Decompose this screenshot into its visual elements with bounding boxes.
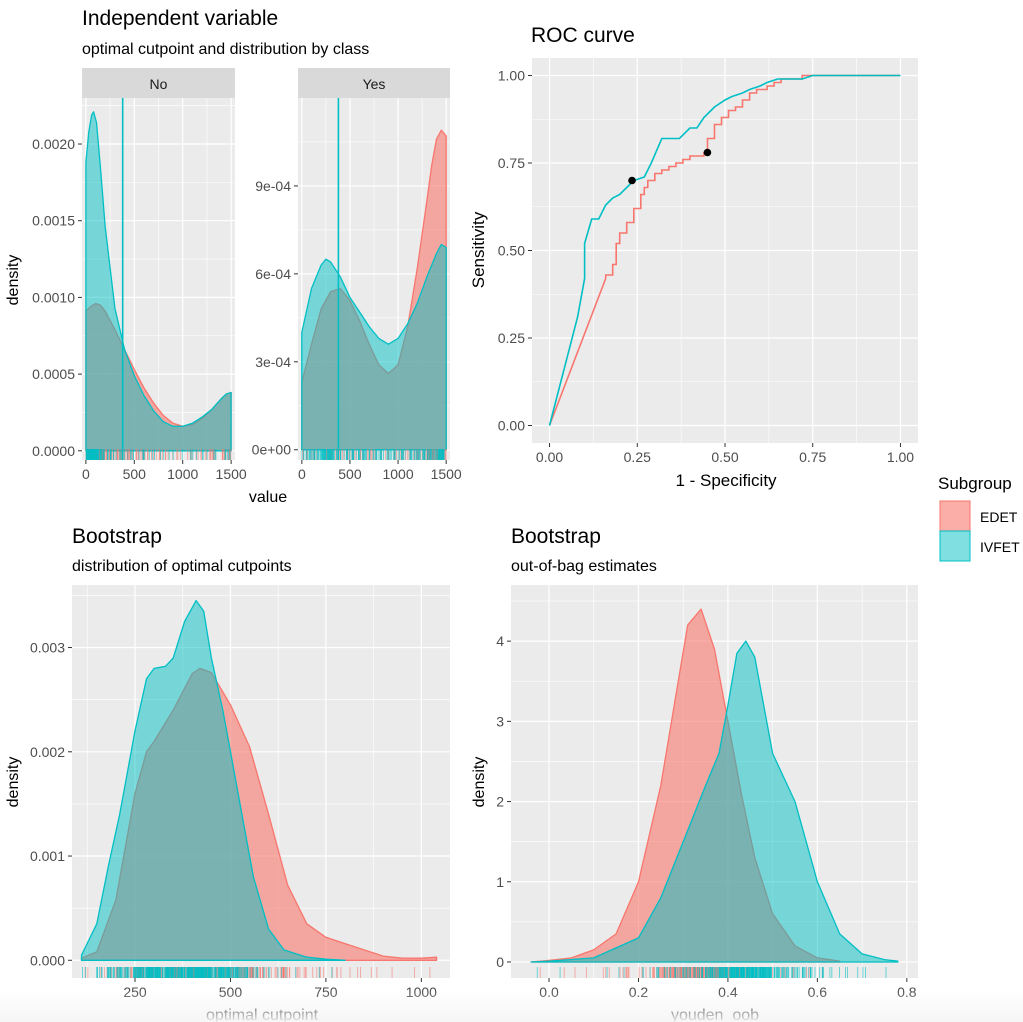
- optimal-cutpoint-point: [628, 176, 636, 185]
- y-tick-label: 3e-04: [255, 354, 291, 370]
- bc-subtitle: distribution of optimal cutpoints: [72, 558, 292, 575]
- bootstrap-oob-plot: 0.0 0.2 0.4 0.6 0.8 0 1 2 3 4: [496, 585, 918, 1000]
- facet-label-yes: Yes: [363, 76, 386, 92]
- y-tick-label: 0e+00: [252, 442, 292, 458]
- x-tick-label: 0.4: [718, 984, 738, 1000]
- x-tick-label: 0.0: [539, 984, 559, 1000]
- bc-xlabel: optimal cutpoint: [206, 1007, 319, 1022]
- y-tick-label: 0.0000: [32, 443, 75, 459]
- iv-xlabel: value: [249, 489, 287, 506]
- x-tick-label: 0.6: [808, 984, 828, 1000]
- facet-label-no: No: [150, 76, 168, 92]
- facet-yes-plot: 0 500 1000 1500 0e+00 3e-04 6e-04 9e-04: [252, 98, 462, 482]
- iv-title: Independent variable: [82, 7, 278, 30]
- legend-key-edet: [939, 500, 971, 532]
- iv-ylabel: density: [5, 255, 22, 306]
- x-tick-label: 500: [123, 466, 147, 482]
- y-tick-label: 6e-04: [255, 266, 291, 282]
- y-tick-label: 0.002: [30, 744, 65, 760]
- x-tick-label: 1.00: [887, 449, 914, 465]
- bc-ylabel: density: [5, 757, 22, 808]
- x-tick-label: 0.8: [897, 984, 917, 1000]
- bootstrap-oob-panel: Bootstrap out-of-bag estimates density y…: [471, 525, 918, 1022]
- y-tick-label: 0.50: [498, 243, 525, 259]
- x-tick-label: 1000: [406, 984, 437, 1000]
- x-tick-label: 0.00: [536, 449, 563, 465]
- bo-title: Bootstrap: [511, 525, 601, 548]
- y-tick-label: 9e-04: [255, 178, 291, 194]
- facet-strip-yes: [298, 68, 450, 98]
- bootstrap-cutpoints-plot: 250 500 750 1000 0.000 0.001 0.002 0.003: [30, 585, 450, 1000]
- bo-subtitle: out-of-bag estimates: [511, 558, 657, 575]
- legend: Subgroup EDET IVFET: [938, 474, 1020, 562]
- roc-line-ivfet: [548, 74, 901, 426]
- bo-ylabel: density: [471, 757, 488, 808]
- roc-line-edet: [548, 74, 901, 426]
- y-tick-label: 0.003: [30, 640, 65, 656]
- x-tick-label: 0.25: [624, 449, 651, 465]
- y-tick-label: 0.001: [30, 848, 65, 864]
- x-tick-label: 0.50: [711, 449, 738, 465]
- optimal-cutpoint-point: [703, 148, 712, 157]
- bo-xlabel: youden_oob: [671, 1007, 759, 1022]
- y-tick-label: 0.0015: [32, 213, 75, 229]
- x-tick-label: 500: [219, 984, 243, 1000]
- x-tick-label: 0.75: [799, 449, 826, 465]
- roc-xlabel: 1 - Specificity: [675, 471, 777, 490]
- y-tick-label: 0.75: [498, 155, 525, 171]
- x-tick-label: 1000: [382, 466, 413, 482]
- y-tick-label: 4: [496, 633, 504, 649]
- y-tick-label: 0: [496, 954, 504, 970]
- x-tick-label: 1000: [167, 466, 198, 482]
- y-tick-label: 0.25: [498, 330, 525, 346]
- x-tick-label: 0: [298, 466, 306, 482]
- roc-ylabel: Sensitivity: [469, 211, 488, 288]
- bootstrap-cutpoints-panel: Bootstrap distribution of optimal cutpoi…: [5, 525, 450, 1022]
- y-tick-label: 3: [496, 713, 504, 729]
- y-tick-label: 0.0020: [32, 136, 75, 152]
- roc-title: ROC curve: [531, 24, 635, 47]
- legend-label-edet: EDET: [980, 509, 1018, 525]
- y-tick-label: 1.00: [498, 68, 525, 84]
- legend-key-ivfet: [939, 530, 971, 562]
- facet-no-plot: 0 500 1000 1500 0.0000 0.0005 0.0010 0.0015 0.00…: [32, 98, 247, 482]
- x-tick-label: 250: [123, 984, 147, 1000]
- density-area-ivfet: [530, 640, 899, 963]
- independent-variable-panel: Independent variable optimal cutpoint an…: [5, 7, 462, 506]
- legend-label-ivfet: IVFET: [980, 539, 1020, 555]
- y-tick-label: 0.00: [498, 418, 525, 434]
- y-tick-label: 2: [496, 794, 504, 810]
- y-tick-label: 0.0005: [32, 366, 75, 382]
- x-tick-label: 750: [314, 984, 338, 1000]
- x-tick-label: 0.2: [629, 984, 649, 1000]
- iv-subtitle: optimal cutpoint and distribution by cla…: [82, 41, 369, 58]
- y-tick-label: 0.0010: [32, 289, 75, 305]
- y-tick-label: 1: [496, 874, 504, 890]
- legend-title: Subgroup: [938, 474, 1012, 493]
- x-tick-label: 500: [338, 466, 362, 482]
- x-tick-label: 1500: [431, 466, 462, 482]
- density-area-ivfet: [80, 599, 346, 961]
- x-tick-label: 1500: [216, 466, 247, 482]
- roc-panel: ROC curve Sensitivity 1 - Specificity 0.…: [469, 24, 918, 490]
- x-tick-label: 0: [82, 466, 90, 482]
- facet-strip-no: [82, 68, 235, 98]
- bc-title: Bootstrap: [72, 525, 162, 548]
- y-tick-label: 0.000: [30, 952, 65, 968]
- roc-plot: 0.00 0.25 0.50 0.75 1.00 0.00 0.25 0.50 0.75 1.00: [498, 58, 918, 465]
